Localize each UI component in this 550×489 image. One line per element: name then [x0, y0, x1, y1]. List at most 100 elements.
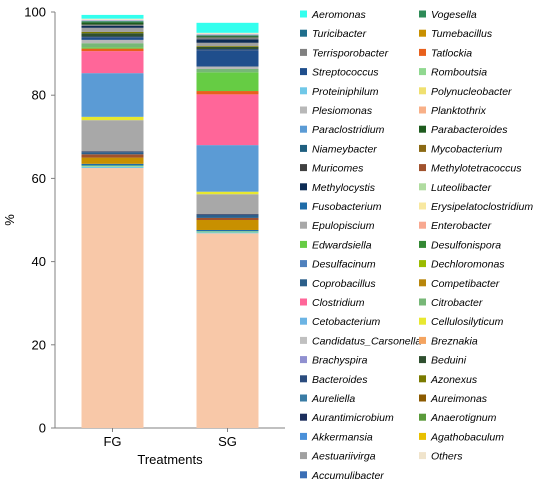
legend-swatch: [419, 202, 426, 210]
legend-swatch: [419, 317, 426, 325]
bar-segment: [81, 14, 144, 19]
legend-label: Romboutsia: [431, 67, 487, 79]
legend-label: Citrobacter: [431, 297, 483, 309]
legend-label: Dechloromonas: [431, 259, 505, 271]
bar-segment: [196, 214, 259, 216]
bars-layer: [81, 14, 259, 428]
legend-label: Aureimonas: [430, 393, 488, 405]
legend-label: Agathobaculum: [430, 431, 504, 443]
legend-label: Breznakia: [431, 335, 478, 347]
bar-segment: [196, 50, 259, 67]
bar-segment: [196, 36, 259, 38]
legend-swatch: [419, 164, 426, 172]
bar-segment: [196, 42, 259, 47]
bar-segment: [81, 168, 144, 428]
legend-swatch: [419, 183, 426, 191]
bar-segment: [196, 215, 259, 218]
legend-label: Clostridium: [312, 297, 365, 309]
bar-segment: [81, 165, 144, 167]
bar-segment: [196, 233, 259, 428]
bar-segment: [81, 37, 144, 40]
legend-swatch: [419, 10, 426, 18]
legend-swatch: [300, 10, 307, 18]
legend-swatch: [300, 279, 307, 287]
bar-segment: [196, 32, 259, 35]
legend-label: Tumebacillus: [431, 28, 493, 40]
legend-swatch: [419, 375, 426, 383]
legend-swatch: [300, 356, 307, 364]
bar-segment: [81, 152, 144, 155]
bar-segment: [81, 116, 144, 121]
bar-segment: [81, 163, 144, 166]
legend-label: Desulfonispora: [431, 239, 501, 251]
bar-segment: [81, 51, 144, 74]
legend-swatch: [419, 279, 426, 287]
legend-swatch: [300, 221, 307, 229]
bar-segment: [81, 21, 144, 23]
bar-segment: [196, 145, 259, 192]
bar-segment: [81, 24, 144, 26]
legend-swatch: [300, 202, 307, 210]
legend-label: Coprobacillus: [312, 278, 376, 290]
bar-segment: [196, 229, 259, 232]
legend-swatch: [419, 106, 426, 114]
bar-segment: [81, 31, 144, 34]
legend-label: Akkermansia: [311, 431, 373, 443]
legend-swatch: [300, 336, 307, 344]
x-tick-label: SG: [218, 434, 237, 449]
legend-swatch: [300, 144, 307, 152]
bar-segment: [196, 46, 259, 50]
legend-label: Candidatus_Carsonella: [312, 335, 421, 347]
legend-swatch: [419, 356, 426, 364]
legend-label: Proteiniphilum: [312, 86, 379, 98]
y-tick-label: 60: [32, 171, 46, 186]
bar-segment: [196, 34, 259, 36]
legend-swatch: [300, 260, 307, 268]
legend-label: Fusobacterium: [312, 201, 382, 213]
bar-segment: [81, 47, 144, 49]
y-tick-label: 0: [39, 421, 46, 436]
legend-label: Competibacter: [431, 278, 500, 290]
bar-segment: [196, 72, 259, 92]
legend-label: Cellulosilyticum: [431, 316, 504, 328]
legend-label: Azonexus: [430, 374, 478, 386]
legend-swatch: [419, 413, 426, 421]
bar-segment: [196, 91, 259, 95]
bar-segment: [196, 191, 259, 195]
bar-segment: [196, 232, 259, 234]
y-tick-label: 80: [32, 88, 46, 103]
bar-segment: [81, 120, 144, 152]
legend-label: Edwardsiella: [312, 239, 372, 251]
legend-label: Polynucleobacter: [431, 86, 512, 98]
x-axis-label: Treatments: [137, 452, 203, 467]
legend-swatch: [300, 87, 307, 95]
legend-swatch: [300, 125, 307, 133]
legend-label: Methylotetracoccus: [431, 163, 522, 175]
legend-label: Tatlockia: [431, 47, 472, 59]
legend-swatch: [300, 375, 307, 383]
legend-swatch: [419, 221, 426, 229]
legend-swatch: [419, 432, 426, 440]
bar-segment: [196, 39, 259, 43]
legend-label: Turicibacter: [312, 28, 367, 40]
legend-label: Aureliella: [311, 393, 355, 405]
legend-swatch: [300, 183, 307, 191]
legend-swatch: [300, 240, 307, 248]
bar-segment: [81, 154, 144, 158]
legend-swatch: [300, 48, 307, 56]
legend-label: Beduini: [431, 355, 467, 367]
legend-swatch: [419, 260, 426, 268]
legend-swatch: [419, 240, 426, 248]
legend-swatch: [419, 87, 426, 95]
bar-segment: [81, 27, 144, 32]
bar-segment: [196, 231, 259, 233]
x-tick-label: FG: [103, 434, 121, 449]
bar-segment: [81, 33, 144, 37]
bar-segment: [81, 20, 144, 22]
axis-layer: 0 20 40 60 80 100 FG SG: [24, 5, 285, 449]
legend-label: Epulopiscium: [312, 220, 375, 232]
legend-label: Paraclostridium: [312, 124, 385, 136]
legend-swatch: [300, 317, 307, 325]
